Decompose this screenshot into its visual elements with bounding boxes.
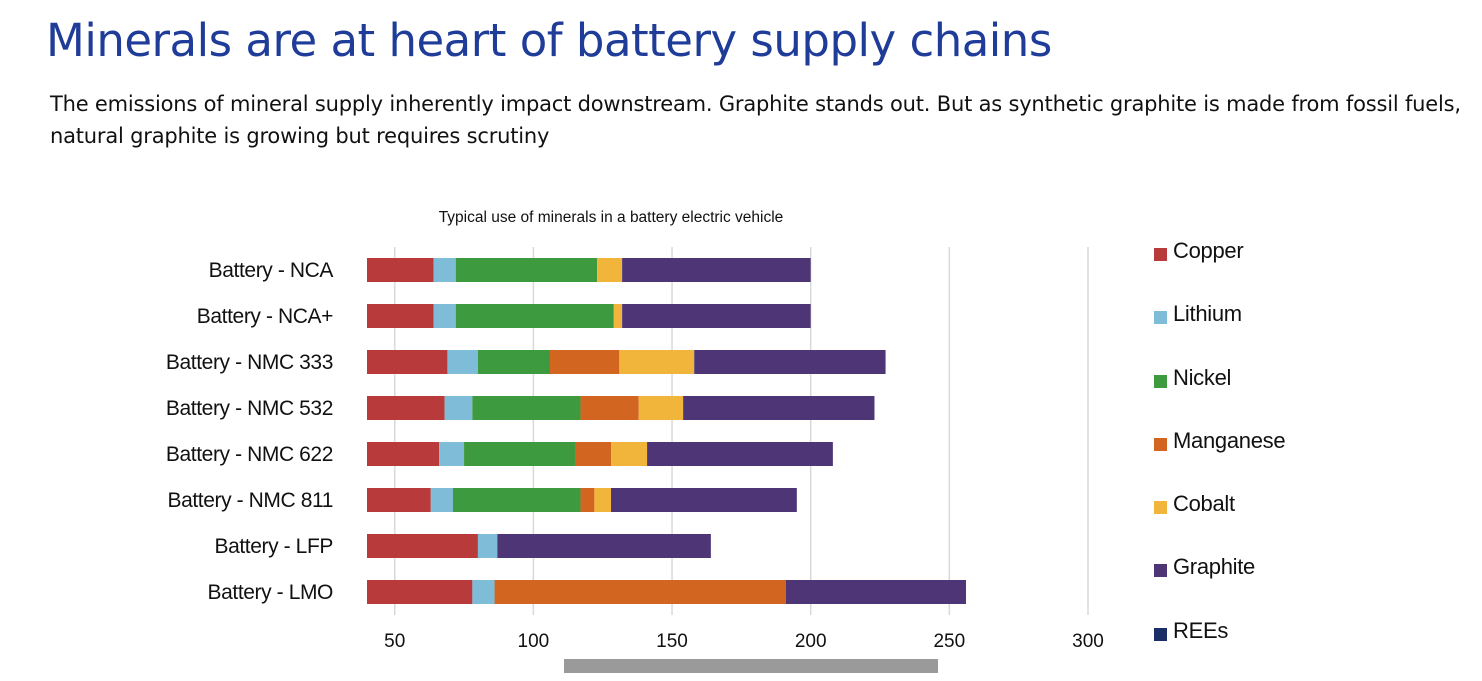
bar-segment-manganese: [550, 350, 620, 374]
bar-segment-graphite: [785, 580, 966, 604]
legend-label: Graphite: [1173, 554, 1255, 580]
legend-item-manganese: Manganese: [1154, 427, 1286, 491]
legend-swatch: [1154, 501, 1167, 515]
bar-segment-lithium: [439, 442, 465, 466]
legend-item-cobalt: Cobalt: [1154, 491, 1285, 554]
bar-segment-copper: [367, 488, 431, 512]
bar-segment-copper: [367, 442, 440, 466]
bar-segment-copper: [367, 258, 434, 282]
bar-segment-manganese: [580, 488, 595, 512]
bar-segment-graphite: [611, 488, 797, 512]
category-label: Battery - NMC 333: [166, 351, 333, 374]
bar-segment-lithium: [444, 396, 473, 420]
legend-swatch: [1154, 248, 1167, 261]
legend-label: REEs: [1173, 617, 1229, 643]
bar-segment-graphite: [622, 258, 811, 282]
bar-segment-copper: [367, 396, 445, 420]
x-tick-label: 200: [795, 631, 827, 652]
x-tick-label: 50: [384, 631, 405, 652]
legend-swatch: [1154, 627, 1167, 641]
bar-segment-copper: [367, 304, 434, 328]
legend-item-copper: Copper: [1154, 238, 1285, 301]
bar-segment-graphite: [497, 534, 711, 558]
legend-swatch: [1154, 564, 1167, 578]
category-label: Battery - NMC 532: [166, 397, 333, 420]
bar-segment-lithium: [430, 488, 453, 512]
x-tick-label: 150: [656, 631, 688, 652]
bar-segment-lithium: [433, 304, 456, 328]
legend-label: Copper: [1173, 238, 1244, 263]
x-tick-label: 300: [1072, 631, 1104, 652]
legend-label: Lithium: [1173, 301, 1242, 327]
bar-segment-graphite: [683, 396, 875, 420]
bar-segment-manganese: [494, 580, 786, 604]
category-label: Battery - LFP: [214, 535, 333, 558]
category-label: Battery - NCA+: [197, 305, 333, 328]
legend-label: Nickel: [1173, 364, 1232, 390]
legend-label: Cobalt: [1173, 491, 1235, 517]
bar-segment-cobalt: [613, 304, 623, 328]
x-tick-label: 250: [933, 631, 965, 652]
bar-segment-lithium: [477, 534, 498, 558]
legend-swatch: [1154, 374, 1167, 388]
bar-segment-cobalt: [619, 350, 695, 374]
bar-segment-nickel: [464, 442, 575, 466]
chart-legend: Copper Lithium Nickel Manganese Cobalt Graphi…: [1154, 238, 1286, 681]
bar-segment-cobalt: [638, 396, 684, 420]
category-label: Battery - NMC 622: [166, 443, 333, 466]
slide-title: Minerals are at heart of battery supply …: [46, 14, 1052, 67]
chart-title: Typical use of minerals in a battery ele…: [439, 209, 784, 226]
bar-segment-copper: [367, 534, 478, 558]
bar-segment-graphite: [647, 442, 833, 466]
bar-segment-graphite: [694, 350, 886, 374]
bar-segment-nickel: [472, 396, 581, 420]
bar-segment-cobalt: [597, 258, 623, 282]
category-label: Battery - NCA: [209, 259, 334, 282]
legend-label: Manganese: [1173, 427, 1286, 453]
legend-item-lithium: Lithium: [1154, 301, 1285, 364]
bar-segment-cobalt: [594, 488, 612, 512]
bar-segment-copper: [367, 580, 473, 604]
legend-item-graphite: Graphite: [1154, 554, 1285, 617]
bar-segment-nickel: [455, 304, 614, 328]
legend-item-rees: REEs: [1154, 618, 1285, 681]
bar-segment-cobalt: [611, 442, 648, 466]
bar-segment-lithium: [447, 350, 478, 374]
bar-segment-copper: [367, 350, 448, 374]
bar-segment-manganese: [580, 396, 639, 420]
bar-segment-graphite: [622, 304, 811, 328]
horizontal-scrollbar[interactable]: [564, 659, 938, 673]
legend-swatch: [1154, 437, 1167, 451]
category-label: Battery - LMO: [208, 581, 334, 604]
bar-segment-lithium: [472, 580, 495, 604]
bar-segment-manganese: [574, 442, 612, 466]
bar-segment-nickel: [455, 258, 598, 282]
x-tick-label: 100: [518, 631, 550, 652]
slide-subtitle: The emissions of mineral supply inherent…: [50, 92, 1461, 148]
bar-segment-nickel: [452, 488, 581, 512]
bar-segment-lithium: [433, 258, 456, 282]
legend-item-nickel: Nickel: [1154, 365, 1285, 428]
category-label: Battery - NMC 811: [167, 489, 333, 512]
bar-segment-nickel: [477, 350, 551, 374]
legend-swatch: [1154, 311, 1167, 325]
